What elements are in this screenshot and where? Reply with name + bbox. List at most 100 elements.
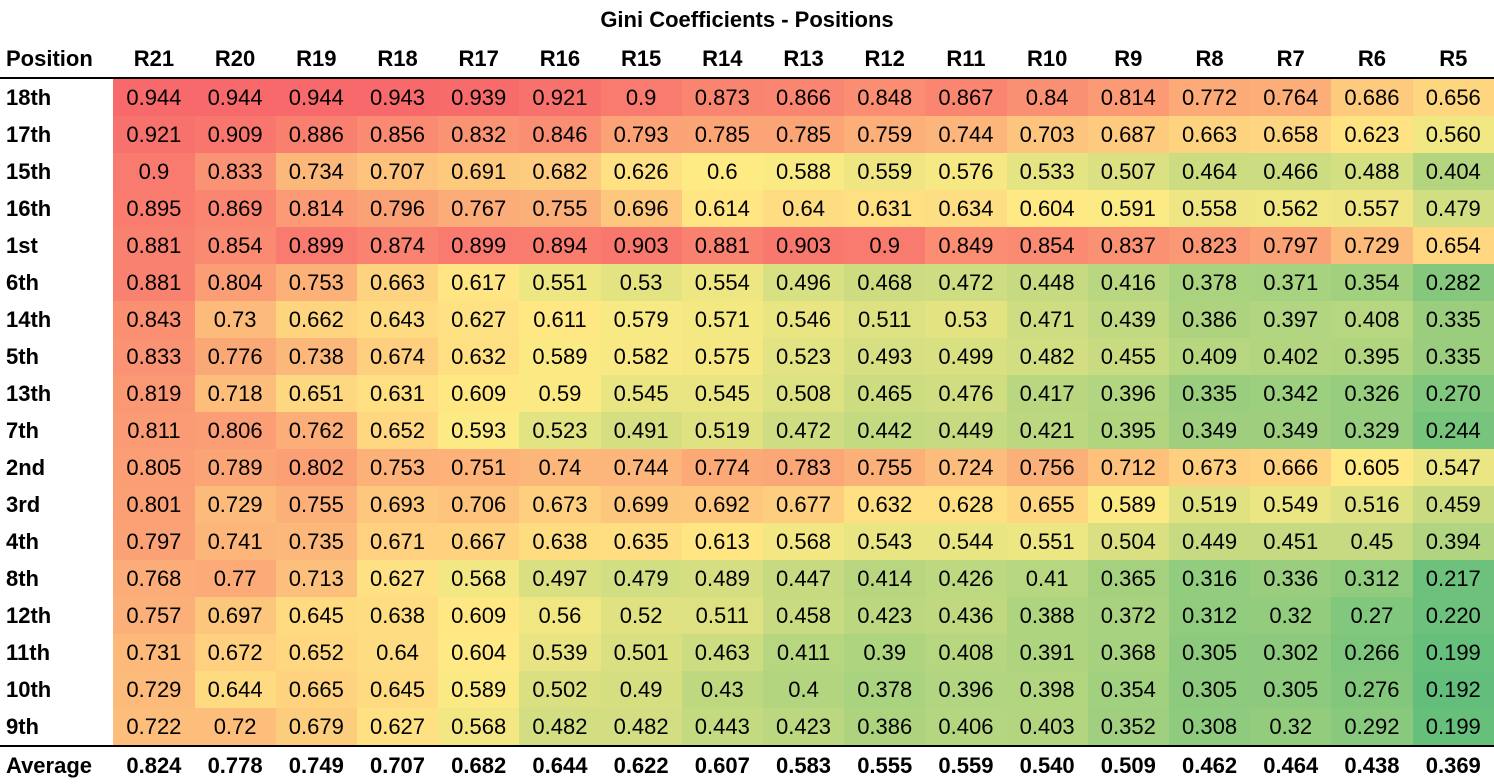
heatmap-cell: 0.546 [762, 301, 845, 338]
heatmap-cell: 0.508 [762, 375, 845, 412]
column-header-r5: R5 [1412, 40, 1494, 78]
heatmap-cell: 0.39 [844, 634, 926, 671]
heatmap-cell: 0.244 [1412, 412, 1494, 449]
heatmap-cell: 0.335 [1412, 338, 1494, 375]
heatmap-cell: 0.643 [356, 301, 439, 338]
heatmap-cell: 0.706 [438, 486, 520, 523]
heatmap-cell: 0.349 [1168, 412, 1251, 449]
heatmap-cell: 0.718 [194, 375, 276, 412]
heatmap-cell: 0.776 [194, 338, 276, 375]
heatmap-cell: 0.32 [1250, 597, 1332, 634]
average-cell: 0.622 [600, 746, 682, 784]
heatmap-cell: 0.53 [600, 264, 682, 301]
heatmap-cell: 0.866 [762, 78, 845, 116]
heatmap-cell: 0.27 [1331, 597, 1413, 634]
row-label: 16th [0, 190, 114, 227]
table-row: 1st 0.881 0.854 0.899 0.874 0.899 0.894 0.903 0.… [0, 227, 1494, 264]
heatmap-cell: 0.443 [681, 708, 763, 746]
heatmap-cell: 0.943 [356, 78, 439, 116]
heatmap-cell: 0.45 [1331, 523, 1413, 560]
heatmap-cell: 0.292 [1331, 708, 1413, 746]
heatmap-cell: 0.741 [194, 523, 276, 560]
heatmap-cell: 0.722 [113, 708, 195, 746]
heatmap-cell: 0.511 [681, 597, 763, 634]
heatmap-cell: 0.326 [1331, 375, 1413, 412]
heatmap-cell: 0.519 [681, 412, 763, 449]
heatmap-cell: 0.305 [1168, 634, 1251, 671]
table-row: 8th 0.768 0.77 0.713 0.627 0.568 0.497 0.479 0.4… [0, 560, 1494, 597]
table-row: 17th 0.921 0.909 0.886 0.856 0.832 0.846 0.793 0… [0, 116, 1494, 153]
heatmap-cell: 0.819 [113, 375, 195, 412]
column-header-r21: R21 [113, 40, 195, 78]
heatmap-cell: 0.731 [113, 634, 195, 671]
column-header-r10: R10 [1006, 40, 1088, 78]
heatmap-cell: 0.559 [844, 153, 926, 190]
heatmap-cell: 0.582 [600, 338, 682, 375]
heatmap-cell: 0.465 [844, 375, 926, 412]
row-label: 11th [0, 634, 114, 671]
heatmap-cell: 0.64 [762, 190, 845, 227]
heatmap-cell: 0.604 [1006, 190, 1088, 227]
heatmap-cell: 0.426 [925, 560, 1007, 597]
column-header-r15: R15 [600, 40, 682, 78]
heatmap-cell: 0.482 [600, 708, 682, 746]
heatmap-cell: 0.312 [1168, 597, 1251, 634]
heatmap-cell: 0.336 [1250, 560, 1332, 597]
heatmap-cell: 0.635 [600, 523, 682, 560]
average-cell: 0.555 [844, 746, 926, 784]
heatmap-cell: 0.502 [519, 671, 601, 708]
heatmap-cell: 0.568 [762, 523, 845, 560]
column-header-r17: R17 [438, 40, 520, 78]
heatmap-cell: 0.691 [438, 153, 520, 190]
heatmap-cell: 0.806 [194, 412, 276, 449]
heatmap-body: 18th 0.944 0.944 0.944 0.943 0.939 0.921 0.9 0.8… [0, 78, 1494, 784]
heatmap-cell: 0.605 [1331, 449, 1413, 486]
heatmap-cell: 0.687 [1087, 116, 1169, 153]
heatmap-cell: 0.562 [1250, 190, 1332, 227]
heatmap-cell: 0.623 [1331, 116, 1413, 153]
heatmap-cell: 0.703 [1006, 116, 1088, 153]
heatmap-cell: 0.682 [519, 153, 601, 190]
heatmap-cell: 0.354 [1087, 671, 1169, 708]
heatmap-cell: 0.220 [1412, 597, 1494, 634]
heatmap-cell: 0.785 [681, 116, 763, 153]
heatmap-cell: 0.921 [519, 78, 601, 116]
column-header-r18: R18 [356, 40, 439, 78]
table-row: 15th 0.9 0.833 0.734 0.707 0.691 0.682 0.626 0.6… [0, 153, 1494, 190]
heatmap-cell: 0.266 [1331, 634, 1413, 671]
table-row: 9th 0.722 0.72 0.679 0.627 0.568 0.482 0.482 0.4… [0, 708, 1494, 746]
heatmap-cell: 0.378 [844, 671, 926, 708]
heatmap-cell: 0.738 [275, 338, 357, 375]
heatmap-cell: 0.423 [844, 597, 926, 634]
heatmap-cell: 0.9 [600, 78, 682, 116]
heatmap-cell: 0.439 [1087, 301, 1169, 338]
heatmap-cell: 0.491 [600, 412, 682, 449]
heatmap-cell: 0.767 [438, 190, 520, 227]
heatmap-cell: 0.395 [1087, 412, 1169, 449]
heatmap-cell: 0.523 [762, 338, 845, 375]
heatmap-cell: 0.651 [275, 375, 357, 412]
heatmap-cell: 0.654 [1412, 227, 1494, 264]
heatmap-cell: 0.693 [356, 486, 439, 523]
heatmap-cell: 0.655 [1006, 486, 1088, 523]
heatmap-cell: 0.697 [194, 597, 276, 634]
heatmap-cell: 0.77 [194, 560, 276, 597]
heatmap-cell: 0.663 [1168, 116, 1251, 153]
heatmap-cell: 0.734 [275, 153, 357, 190]
heatmap-cell: 0.631 [356, 375, 439, 412]
heatmap-cell: 0.785 [762, 116, 845, 153]
row-label: 2nd [0, 449, 114, 486]
heatmap-cell: 0.632 [844, 486, 926, 523]
heatmap-cell: 0.395 [1331, 338, 1413, 375]
heatmap-cell: 0.391 [1006, 634, 1088, 671]
column-header-r14: R14 [681, 40, 763, 78]
heatmap-cell: 0.895 [113, 190, 195, 227]
heatmap-cell: 0.416 [1087, 264, 1169, 301]
heatmap-cell: 0.49 [600, 671, 682, 708]
heatmap-cell: 0.753 [275, 264, 357, 301]
heatmap-cell: 0.843 [113, 301, 195, 338]
heatmap-cell: 0.801 [113, 486, 195, 523]
heatmap-cell: 0.408 [925, 634, 1007, 671]
heatmap-cell: 0.854 [194, 227, 276, 264]
heatmap-cell: 0.744 [925, 116, 1007, 153]
